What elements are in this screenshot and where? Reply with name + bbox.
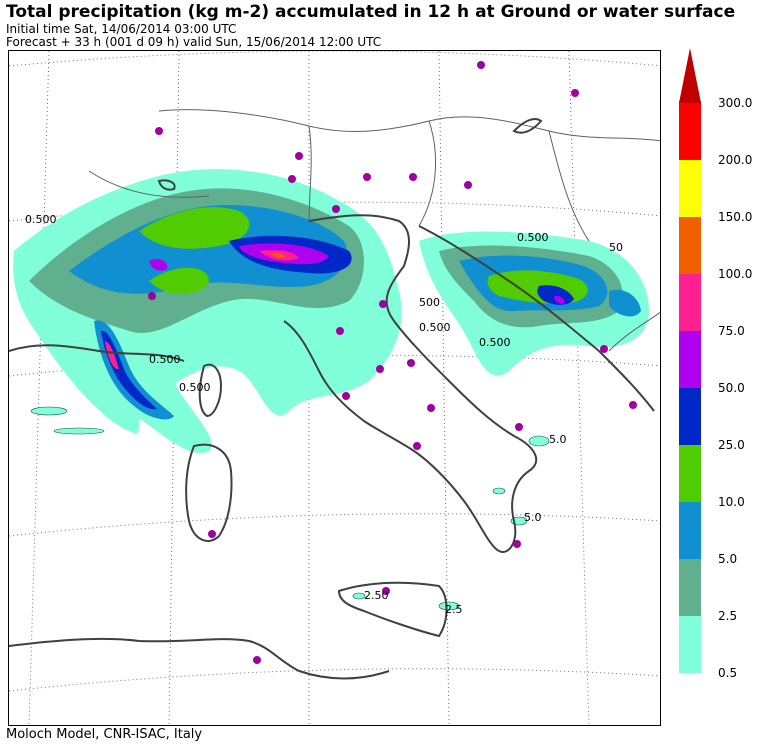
colorbar-label: 75.0 <box>718 324 745 338</box>
map-canvas: 0.500 0.500 0.500 0.500 0.500 0.500 50 5… <box>9 51 660 725</box>
colorbar-label: 100.0 <box>718 267 753 281</box>
precip-cells <box>30 406 550 611</box>
colorbar-label: 300.0 <box>718 96 753 110</box>
svg-text:0.500: 0.500 <box>517 231 549 244</box>
colorbar-block <box>679 445 701 502</box>
colorbar-block <box>679 331 701 388</box>
forecast-validity: Forecast + 33 h (001 d 09 h) valid Sun, … <box>6 35 382 49</box>
colorbar-label: 25.0 <box>718 438 745 452</box>
borders <box>88 109 660 352</box>
colorbar-block <box>679 559 701 616</box>
coastlines <box>9 214 655 680</box>
svg-text:2.5: 2.5 <box>445 603 463 616</box>
svg-text:0.500: 0.500 <box>419 321 451 334</box>
svg-text:500: 500 <box>419 296 440 309</box>
colorbar-label: 0.5 <box>718 666 738 680</box>
svg-text:5.0: 5.0 <box>524 511 542 524</box>
colorbar-block <box>679 160 701 217</box>
colorbar-arrow <box>679 48 701 103</box>
colorbar-block <box>679 388 701 445</box>
city-markers <box>148 61 637 664</box>
svg-text:50: 50 <box>609 241 623 254</box>
colorbar-block <box>679 103 701 160</box>
svg-text:0.500: 0.500 <box>479 336 511 349</box>
svg-text:0.500: 0.500 <box>179 381 211 394</box>
svg-text:0.500: 0.500 <box>25 213 57 226</box>
colorbar-block <box>679 502 701 559</box>
lakes <box>157 118 543 191</box>
colorbar-label: 50.0 <box>718 381 745 395</box>
svg-text:2.50: 2.50 <box>364 589 389 602</box>
precip-west <box>13 169 402 453</box>
precipitation-map[interactable]: 0.500 0.500 0.500 0.500 0.500 0.500 50 5… <box>8 50 661 726</box>
colorbar-block <box>679 217 701 274</box>
contour-labels: 0.500 0.500 0.500 0.500 0.500 0.500 50 5… <box>25 213 623 616</box>
colorbar-label: 10.0 <box>718 495 745 509</box>
colorbar <box>679 48 701 673</box>
svg-text:0.500: 0.500 <box>149 353 181 366</box>
map-title: Total precipitation (kg m-2) accumulated… <box>6 2 736 22</box>
initial-time: Initial time Sat, 14/06/2014 03:00 UTC <box>6 22 237 36</box>
model-credit: Moloch Model, CNR-ISAC, Italy <box>6 727 203 742</box>
svg-text:5.0: 5.0 <box>549 433 567 446</box>
colorbar-block <box>679 274 701 331</box>
colorbar-label: 200.0 <box>718 153 753 167</box>
colorbar-label: 2.5 <box>718 609 738 623</box>
colorbar-label: 5.0 <box>718 552 738 566</box>
colorbar-label: 150.0 <box>718 210 753 224</box>
colorbar-block <box>679 616 701 673</box>
